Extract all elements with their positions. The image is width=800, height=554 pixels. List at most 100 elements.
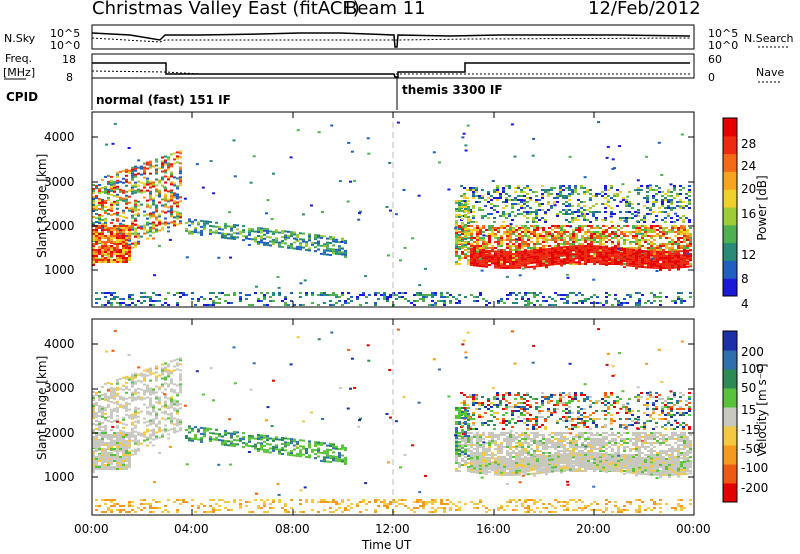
power-cell: [107, 174, 110, 177]
power-cell: [224, 300, 227, 302]
power-cell: [143, 184, 146, 187]
velocity-cell: [92, 471, 95, 473]
power-speckle: [566, 276, 570, 279]
velocity-cell: [464, 440, 467, 442]
power-cell: [673, 207, 676, 209]
power-cbtick-20: 20: [741, 182, 757, 196]
velocity-cell: [161, 367, 164, 370]
power-cell: [467, 263, 470, 265]
power-cell: [548, 296, 551, 298]
power-cell: [650, 252, 653, 255]
power-cell: [599, 239, 602, 241]
power-cell: [104, 237, 107, 239]
power-cell: [515, 294, 518, 296]
power-cell: [677, 249, 680, 251]
power-cell: [296, 247, 299, 250]
power-cell: [527, 229, 530, 231]
velocity-cell: [125, 446, 128, 448]
power-cell: [628, 191, 631, 193]
power-cell: [332, 252, 335, 255]
power-cell: [584, 263, 587, 265]
velocity-cell: [134, 440, 137, 443]
velocity-cell: [314, 441, 317, 444]
power-cell: [535, 199, 538, 201]
power-cell: [230, 225, 233, 228]
power-cell: [467, 251, 470, 253]
velocity-cell: [119, 448, 122, 450]
power-cell: [559, 195, 562, 197]
velocity-cell: [317, 441, 320, 444]
power-cell: [254, 240, 257, 243]
power-cell: [335, 248, 338, 251]
power-cell: [290, 245, 293, 248]
power-cell: [134, 245, 137, 248]
power-cell: [653, 229, 656, 231]
power-cell: [572, 229, 575, 231]
power-cell: [113, 247, 116, 249]
power-cell: [140, 165, 143, 168]
power-cell: [557, 250, 560, 253]
power-cell: [341, 247, 344, 250]
power-cell: [674, 250, 677, 253]
power-cell: [329, 300, 332, 302]
power-cell: [140, 225, 143, 228]
power-cell: [419, 294, 422, 296]
velocity-cell: [179, 373, 182, 376]
velocity-cell: [92, 391, 95, 393]
power-cell: [464, 226, 467, 228]
power-cell: [113, 212, 116, 215]
velocity-cell: [110, 454, 113, 456]
velocity-cell: [107, 395, 110, 398]
velocity-cell: [158, 402, 161, 405]
power-cell: [674, 227, 677, 229]
power-cell: [677, 250, 680, 253]
power-cell: [641, 237, 644, 239]
power-cell: [584, 300, 587, 302]
power-cell: [638, 255, 641, 258]
power-cell: [122, 229, 125, 231]
power-cell: [518, 262, 521, 265]
velocity-cell: [218, 435, 221, 438]
power-cell: [500, 249, 503, 251]
power-cell: [152, 165, 155, 168]
power-cell: [581, 263, 584, 265]
power-cell: [683, 247, 686, 249]
velocity-cell: [128, 460, 131, 462]
velocity-cell: [140, 388, 143, 391]
velocity-cell: [149, 373, 152, 376]
power-cell: [488, 250, 491, 252]
velocity-ytick-3000: 3000: [44, 381, 75, 395]
power-cell: [500, 256, 503, 259]
power-cell: [677, 245, 680, 247]
power-cell: [98, 237, 101, 239]
power-cell: [562, 209, 565, 211]
velocity-cell: [170, 418, 173, 421]
power-cell: [143, 166, 146, 169]
velocity-cell: [95, 412, 98, 414]
power-cell: [134, 185, 137, 188]
power-cell: [608, 294, 611, 296]
power-cell: [506, 233, 509, 235]
power-cell: [542, 241, 545, 243]
velocity-cell: [122, 404, 125, 407]
power-cell: [134, 243, 137, 246]
power-cell: [610, 207, 613, 209]
velocity-cell: [224, 431, 227, 434]
power-cell: [577, 209, 580, 211]
power-cell: [487, 201, 490, 203]
power-cell: [458, 302, 461, 304]
power-cell: [113, 186, 116, 189]
power-cell: [556, 215, 559, 217]
power-cell: [589, 207, 592, 209]
power-cell: [413, 304, 416, 306]
power-cell: [122, 223, 125, 226]
power-cell: [635, 229, 638, 231]
power-cell: [326, 253, 329, 256]
power-cell: [116, 247, 119, 249]
velocity-cell: [188, 439, 191, 442]
power-cell: [487, 197, 490, 199]
power-cell: [161, 198, 164, 201]
power-cell: [569, 261, 572, 264]
velocity-cell: [95, 402, 98, 404]
power-cell: [578, 245, 581, 248]
